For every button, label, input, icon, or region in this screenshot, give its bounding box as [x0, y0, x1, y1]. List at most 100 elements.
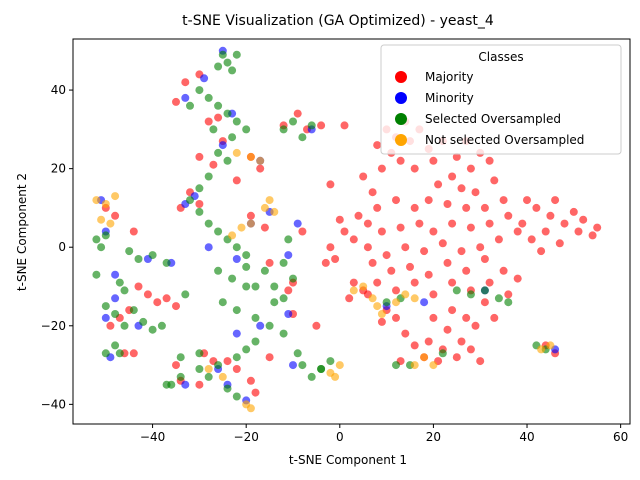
selected-oversampled-point — [214, 361, 223, 370]
selected-oversampled-point — [214, 266, 223, 275]
minority-point — [218, 141, 227, 150]
majority-point — [452, 152, 461, 161]
selected-oversampled-point — [97, 243, 106, 252]
majority-point — [499, 266, 508, 275]
majority-point — [401, 243, 410, 252]
selected-oversampled-point — [242, 262, 251, 271]
not-selected-oversampled-point — [256, 156, 265, 165]
majority-point — [321, 258, 330, 267]
not-selected-oversampled-point — [377, 310, 386, 318]
selected-oversampled-point — [195, 349, 204, 358]
majority-point — [448, 219, 457, 228]
majority-point — [471, 188, 480, 197]
selected-oversampled-point — [279, 125, 288, 134]
selected-oversampled-point — [504, 298, 513, 307]
majority-point — [527, 235, 536, 244]
not-selected-oversampled-point — [392, 298, 400, 307]
majority-point — [424, 337, 433, 346]
majority-point — [457, 247, 466, 256]
majority-point — [532, 203, 541, 212]
y-tick-label: −20 — [41, 319, 66, 333]
minority-point — [420, 298, 429, 307]
majority-point — [246, 211, 255, 220]
selected-oversampled-point — [134, 255, 143, 263]
majority-point — [204, 117, 213, 126]
legend-entries: Majority Minority Selected Oversampled Not … — [395, 70, 584, 147]
majority-point — [143, 290, 152, 299]
majority-point — [551, 196, 560, 205]
majority-point — [480, 298, 489, 307]
majority-point — [392, 313, 400, 322]
selected-oversampled-point — [307, 121, 316, 130]
selected-oversampled-point — [242, 251, 251, 260]
minority-point — [289, 361, 297, 370]
majority-point — [181, 78, 190, 87]
majority-point — [172, 97, 180, 106]
majority-point — [232, 176, 241, 185]
selected-oversampled-point — [148, 251, 157, 260]
not-selected-oversampled-point — [420, 353, 429, 362]
majority-point — [574, 227, 583, 236]
majority-point — [195, 152, 204, 161]
selected-oversampled-point — [101, 302, 110, 311]
minority-point — [232, 329, 241, 338]
majority-point — [331, 255, 340, 263]
minority-point — [200, 74, 209, 83]
not-selected-oversampled-point — [97, 215, 106, 224]
selected-oversampled-point — [115, 278, 124, 287]
majority-point — [368, 188, 377, 197]
legend-marker-selected-oversampled — [395, 113, 407, 125]
not-selected-oversampled-point — [401, 290, 410, 299]
selected-oversampled-point — [494, 294, 503, 303]
majority-point — [134, 282, 143, 291]
majority-point — [560, 219, 569, 228]
majority-point — [485, 219, 494, 228]
x-tick-label: 0 — [336, 430, 344, 444]
majority-point — [424, 270, 433, 279]
majority-point — [298, 227, 307, 236]
majority-point — [452, 353, 461, 362]
selected-oversampled-point — [204, 93, 213, 102]
selected-oversampled-point — [181, 290, 190, 299]
majority-point — [256, 164, 265, 173]
legend-marker-minority — [395, 92, 407, 104]
majority-point — [153, 298, 162, 307]
selected-oversampled-point — [214, 101, 223, 110]
selected-oversampled-point — [157, 321, 166, 330]
majority-point — [485, 278, 494, 287]
majority-point — [382, 251, 391, 260]
selected-oversampled-point — [298, 361, 307, 370]
x-axis-ticks: −40 −20 0 20 40 60 — [140, 424, 628, 444]
majority-point — [410, 203, 419, 212]
majority-point — [326, 243, 335, 252]
majority-point — [284, 286, 293, 295]
not-selected-oversampled-point — [92, 196, 101, 205]
selected-oversampled-point — [162, 258, 171, 267]
majority-point — [162, 294, 171, 303]
not-selected-oversampled-point — [410, 361, 419, 370]
majority-point — [172, 361, 180, 370]
majority-point — [340, 227, 349, 236]
legend-label-majority: Majority — [425, 70, 473, 84]
majority-point — [448, 172, 457, 181]
points-layer — [92, 46, 602, 413]
majority-point — [195, 200, 204, 208]
not-selected-oversampled-point — [349, 286, 358, 295]
majority-point — [429, 290, 438, 299]
majority-point — [406, 262, 414, 271]
majority-point — [569, 207, 578, 216]
majority-point — [129, 227, 138, 236]
majority-point — [363, 243, 372, 252]
majority-point — [410, 341, 419, 350]
majority-point — [396, 223, 405, 232]
selected-oversampled-point — [298, 133, 307, 142]
minority-point — [204, 243, 213, 252]
selected-oversampled-point — [289, 117, 297, 126]
not-selected-oversampled-point — [335, 361, 344, 370]
majority-point — [443, 200, 452, 208]
selected-oversampled-point — [228, 133, 237, 142]
selected-oversampled-point — [232, 306, 241, 315]
majority-point — [476, 357, 485, 366]
plot-frame — [72, 38, 631, 425]
